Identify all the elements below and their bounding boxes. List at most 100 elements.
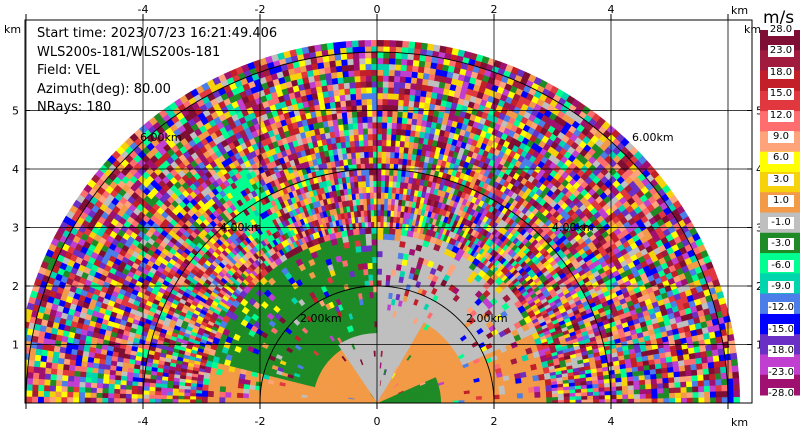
range-gate bbox=[505, 397, 512, 403]
range-gate bbox=[183, 392, 191, 397]
range-gate bbox=[610, 398, 618, 403]
range-gate bbox=[616, 398, 624, 403]
range-gate bbox=[387, 186, 393, 194]
range-gate bbox=[382, 227, 390, 235]
range-gate bbox=[386, 262, 393, 270]
range-gate bbox=[372, 192, 378, 199]
range-gate bbox=[380, 174, 386, 182]
range-gate bbox=[380, 291, 386, 299]
range-gate bbox=[376, 238, 384, 246]
range-gate bbox=[476, 398, 483, 403]
range-gate bbox=[294, 399, 302, 403]
range-gate bbox=[236, 387, 244, 394]
range-gate bbox=[372, 273, 378, 281]
range-gate bbox=[142, 386, 150, 392]
range-gate bbox=[470, 399, 477, 403]
range-gate bbox=[166, 395, 173, 400]
range-gate bbox=[366, 256, 373, 264]
range-gate bbox=[177, 399, 185, 403]
range-gate bbox=[149, 382, 156, 388]
range-gate bbox=[131, 385, 139, 391]
range-gate bbox=[487, 394, 495, 400]
range-gate bbox=[563, 399, 571, 403]
range-gate bbox=[358, 227, 366, 235]
range-gate bbox=[385, 274, 391, 282]
range-gate bbox=[383, 192, 389, 199]
range-gate bbox=[171, 399, 179, 403]
range-gate bbox=[376, 326, 381, 334]
range-gate bbox=[212, 396, 220, 403]
range-gate bbox=[148, 394, 156, 400]
range-gate bbox=[371, 244, 378, 252]
range-gate bbox=[364, 174, 370, 182]
range-gate bbox=[206, 396, 214, 403]
range-gate bbox=[610, 390, 618, 396]
range-gate bbox=[160, 395, 167, 400]
range-gate bbox=[219, 386, 227, 393]
range-gate bbox=[398, 152, 404, 159]
range-gate bbox=[391, 257, 398, 265]
range-gate bbox=[376, 303, 381, 310]
range-gate bbox=[195, 396, 202, 401]
range-gate bbox=[373, 209, 378, 217]
range-gate bbox=[540, 390, 547, 398]
range-gate bbox=[587, 398, 594, 403]
range-gate bbox=[218, 397, 226, 403]
range-gate bbox=[593, 398, 600, 403]
range-gate bbox=[383, 203, 388, 211]
range-gate bbox=[392, 245, 400, 253]
range-gate bbox=[207, 384, 215, 392]
range-gate bbox=[391, 180, 397, 188]
range-gate bbox=[136, 398, 144, 403]
range-gate bbox=[154, 391, 162, 396]
range-gate bbox=[183, 395, 191, 401]
range-gate bbox=[201, 396, 208, 403]
range-gate bbox=[371, 256, 378, 264]
range-gate bbox=[381, 262, 388, 270]
range-gate bbox=[387, 239, 395, 247]
range-gate bbox=[259, 390, 267, 396]
range-gate bbox=[516, 387, 524, 394]
range-gate bbox=[381, 244, 389, 252]
range-gate bbox=[581, 395, 588, 400]
range-gate bbox=[300, 399, 308, 403]
range-gate bbox=[392, 175, 398, 182]
range-gate bbox=[265, 398, 273, 403]
range-gate bbox=[569, 399, 577, 403]
range-gate bbox=[259, 394, 267, 400]
range-gate bbox=[372, 168, 378, 176]
range-gate bbox=[384, 285, 390, 293]
range-gate bbox=[546, 396, 553, 403]
range-gate bbox=[148, 398, 155, 403]
range-gate bbox=[389, 157, 395, 165]
range-gate bbox=[376, 297, 382, 304]
range-gate bbox=[385, 268, 392, 276]
range-gate bbox=[312, 400, 319, 403]
range-gate bbox=[359, 239, 367, 247]
range-gate bbox=[360, 168, 366, 176]
range-gate bbox=[376, 262, 383, 269]
range-gate bbox=[202, 378, 210, 386]
range-gate bbox=[376, 291, 382, 299]
range-gate bbox=[148, 390, 156, 396]
range-gate bbox=[248, 389, 256, 395]
range-gate bbox=[358, 233, 366, 241]
range-gate bbox=[538, 379, 547, 387]
range-gate bbox=[376, 174, 382, 181]
range-gate bbox=[505, 393, 512, 399]
range-gate bbox=[598, 394, 606, 400]
range-gate bbox=[376, 227, 384, 234]
range-gate bbox=[386, 256, 393, 264]
range-gate bbox=[352, 228, 360, 236]
range-gate bbox=[166, 391, 173, 397]
range-gate bbox=[545, 390, 553, 398]
range-gate bbox=[236, 392, 244, 399]
range-gate bbox=[393, 157, 399, 165]
range-gate bbox=[592, 394, 600, 400]
range-gate bbox=[218, 391, 226, 399]
range-gate bbox=[353, 233, 361, 242]
range-gate bbox=[371, 250, 378, 258]
range-gate bbox=[372, 157, 378, 164]
range-gate bbox=[370, 238, 378, 246]
